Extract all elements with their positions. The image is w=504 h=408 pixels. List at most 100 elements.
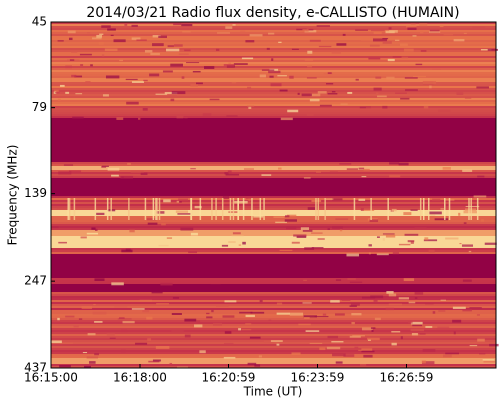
heat-row — [51, 34, 496, 36]
heat-speckle — [293, 234, 307, 237]
heat-speckle — [152, 43, 164, 47]
heat-row — [51, 362, 496, 364]
heat-row — [51, 186, 496, 188]
heat-streak — [317, 198, 320, 220]
heat-speckle — [317, 238, 325, 240]
heat-speckle — [194, 205, 202, 209]
heat-speckle — [181, 24, 193, 27]
heat-speckle — [117, 318, 132, 320]
heat-streak — [422, 198, 425, 220]
heat-speckle — [412, 35, 417, 37]
heat-row — [51, 110, 496, 112]
y-tick-label: 45 — [32, 15, 47, 29]
heat-speckle — [130, 170, 144, 173]
heat-row — [51, 214, 496, 216]
heat-speckle — [389, 162, 400, 165]
heat-row — [51, 276, 496, 278]
heat-speckle — [271, 58, 274, 61]
heat-row — [51, 316, 496, 318]
heat-speckle — [296, 28, 307, 31]
heat-row — [51, 266, 496, 268]
heat-row — [51, 234, 496, 236]
heat-row — [51, 238, 496, 240]
heat-speckle — [158, 35, 167, 38]
heat-speckle — [428, 249, 435, 253]
heat-row — [51, 298, 496, 300]
heat-speckle — [355, 78, 359, 81]
heat-row — [51, 90, 496, 92]
heat-speckle — [278, 41, 282, 43]
heat-speckle — [398, 243, 411, 246]
heat-speckle — [339, 229, 343, 232]
heat-speckle — [380, 208, 389, 210]
heat-speckle — [126, 101, 139, 105]
heat-row — [51, 24, 496, 26]
heat-speckle — [423, 239, 438, 242]
heat-speckle — [121, 329, 128, 333]
heat-streak — [476, 198, 479, 220]
heat-speckle — [317, 91, 327, 94]
heat-speckle — [311, 247, 324, 249]
heat-streak — [67, 198, 69, 220]
heat-speckle — [403, 278, 415, 282]
heat-speckle — [329, 171, 338, 174]
heat-row — [51, 288, 496, 290]
y-tick-label: 437 — [24, 361, 47, 375]
heat-row — [51, 356, 496, 358]
heat-row — [51, 328, 496, 330]
heat-speckle — [196, 320, 201, 323]
heat-speckle — [440, 208, 444, 210]
heat-speckle — [360, 208, 364, 211]
heat-speckle — [463, 222, 467, 224]
heat-speckle — [349, 305, 357, 307]
y-tick-label: 247 — [24, 274, 47, 288]
heat-speckle — [241, 329, 252, 331]
heat-speckle — [166, 48, 180, 52]
heat-speckle — [343, 354, 355, 357]
heat-speckle — [89, 361, 96, 364]
heat-streak — [110, 198, 112, 220]
heat-speckle — [258, 355, 262, 358]
heat-row — [51, 204, 496, 206]
heat-speckle — [464, 97, 472, 99]
heat-speckle — [432, 68, 441, 70]
heat-row — [51, 342, 496, 344]
heat-speckle — [155, 346, 170, 349]
heat-speckle — [382, 238, 385, 241]
heat-row — [51, 178, 496, 180]
heat-speckle — [304, 316, 310, 320]
heat-row — [51, 54, 496, 56]
heat-row — [51, 272, 496, 274]
heat-row — [51, 240, 496, 242]
heat-speckle — [85, 81, 91, 84]
heat-speckle — [304, 59, 314, 61]
heat-speckle — [268, 32, 275, 35]
heat-speckle — [224, 172, 229, 175]
heat-row — [51, 78, 496, 80]
heat-speckle — [401, 56, 409, 59]
heat-speckle — [301, 93, 312, 97]
heat-row — [51, 284, 496, 286]
heat-row — [51, 88, 496, 90]
heat-row — [51, 224, 496, 226]
heat-speckle — [247, 86, 252, 90]
heat-speckle — [178, 198, 188, 201]
heat-row — [51, 150, 496, 152]
heat-speckle — [206, 312, 210, 315]
heat-speckle — [276, 343, 280, 346]
heat-streak — [370, 198, 372, 220]
heat-speckle — [387, 58, 395, 62]
heat-speckle — [477, 175, 485, 178]
heat-row — [51, 304, 496, 306]
heat-speckle — [410, 241, 414, 244]
heat-speckle — [166, 237, 173, 239]
heat-speckle — [392, 56, 402, 58]
heat-speckle — [361, 296, 376, 299]
heat-speckle — [311, 232, 323, 234]
heat-speckle — [287, 109, 299, 113]
heat-row — [51, 144, 496, 146]
heat-speckle — [404, 77, 418, 79]
heat-speckle — [369, 219, 379, 223]
heat-speckle — [151, 292, 163, 294]
heat-speckle — [92, 311, 107, 315]
